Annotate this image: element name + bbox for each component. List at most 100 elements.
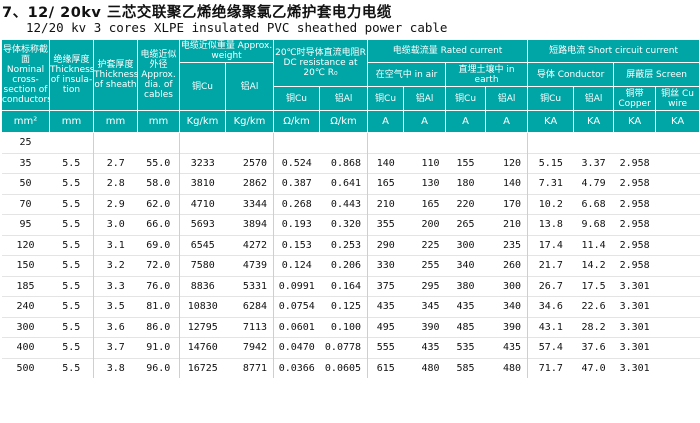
table-cell: 5.5 bbox=[49, 152, 94, 174]
unit-cell: Ω/km bbox=[273, 110, 321, 133]
table-cell: 69.0 bbox=[137, 234, 180, 256]
table-cell: 21.7 bbox=[527, 255, 574, 276]
table-cell: 390 bbox=[485, 316, 528, 338]
table-cell: 2.7 bbox=[93, 152, 138, 174]
table-row: 50 5.5 2.8 58.0 3810 2862 0.387 0.641 165 130 180 1… bbox=[1, 173, 700, 194]
unit-cell: Ω/km bbox=[319, 110, 369, 133]
table-cell: 0.193 bbox=[273, 214, 320, 235]
table-cell: 86.0 bbox=[137, 316, 180, 338]
table-cell: 2.958 bbox=[613, 173, 656, 194]
table-cell: 0.868 bbox=[319, 152, 368, 174]
table-header: 导体标称截面 Nominal cross-section of conducto… bbox=[1, 39, 700, 133]
table-cell: 435 bbox=[367, 296, 404, 317]
table-cell: 95 bbox=[1, 214, 50, 235]
table-cell: 26.7 bbox=[527, 275, 574, 297]
table-cell: 0.387 bbox=[273, 173, 320, 194]
table-cell: 355 bbox=[367, 214, 404, 235]
col-nominal-section: 导体标称截面 Nominal cross-section of conducto… bbox=[1, 39, 50, 111]
table-cell bbox=[138, 133, 180, 154]
table-cell: 435 bbox=[445, 296, 486, 317]
table-cell bbox=[404, 133, 446, 154]
table-cell: 2.958 bbox=[613, 234, 656, 256]
unit-cell: KA bbox=[573, 110, 615, 133]
table-cell: 500 bbox=[1, 357, 50, 378]
table-cell: 43.1 bbox=[527, 316, 574, 338]
table-cell: 25 bbox=[19, 137, 32, 149]
table-cell: 4272 bbox=[225, 234, 274, 256]
table-cell bbox=[655, 173, 700, 194]
table-cell: 340 bbox=[445, 255, 486, 276]
cable-spec-table: 导体标称截面 Nominal cross-section of conducto… bbox=[1, 39, 700, 378]
group-approx-weight: 电缆近似重量 Approx. weight bbox=[178, 39, 275, 63]
table-cell: 7.31 bbox=[527, 173, 574, 194]
table-cell: 3.7 bbox=[93, 337, 138, 358]
table-cell: 435 bbox=[403, 337, 446, 358]
table-cell: 2.958 bbox=[613, 193, 656, 215]
unit-cell: mm bbox=[49, 110, 94, 133]
table-cell: 5.5 bbox=[49, 357, 94, 378]
unit-cell: A bbox=[485, 110, 529, 133]
table-cell: 485 bbox=[445, 316, 486, 338]
table-row: 25 bbox=[2, 132, 700, 154]
table-cell: 17.5 bbox=[573, 275, 614, 297]
table-cell bbox=[655, 296, 700, 317]
table-cell: 58.0 bbox=[137, 173, 180, 194]
table-cell: 3.301 bbox=[613, 316, 656, 338]
col-earth-al: 铝Al bbox=[485, 86, 529, 111]
table-cell: 3894 bbox=[225, 214, 274, 235]
unit-cell: A bbox=[367, 110, 405, 133]
table-cell: 0.443 bbox=[319, 193, 368, 215]
table-cell: 10.2 bbox=[527, 193, 574, 215]
col-cable-diameter: 电缆近似外径 Approx. dia. of cables bbox=[137, 39, 180, 111]
table-cell: 435 bbox=[485, 337, 528, 358]
table-row: 95 5.5 3.0 66.0 5693 3894 0.193 0.320 355 200 265 2… bbox=[1, 214, 700, 235]
table-cell: 0.164 bbox=[319, 275, 368, 297]
table-cell: 140 bbox=[485, 173, 528, 194]
table-cell bbox=[655, 234, 700, 256]
table-cell: 3.5 bbox=[93, 296, 138, 317]
table-cell: 35 bbox=[1, 152, 50, 174]
table-cell: 480 bbox=[485, 357, 528, 378]
table-cell: 2570 bbox=[225, 152, 274, 174]
table-cell: 165 bbox=[403, 193, 446, 215]
table-cell: 4710 bbox=[179, 193, 226, 215]
table-cell: 290 bbox=[367, 234, 404, 256]
table-cell: 3.0 bbox=[93, 214, 138, 235]
document-subtitle: 12/20 kv 3 cores XLPE insulated PVC shea… bbox=[26, 20, 448, 35]
table-cell bbox=[574, 133, 614, 154]
table-cell: 91.0 bbox=[137, 337, 180, 358]
unit-cell: A bbox=[445, 110, 487, 133]
table-cell: 185 bbox=[1, 275, 50, 297]
table-cell: 120 bbox=[1, 234, 50, 256]
table-row: 120 5.5 3.1 69.0 6545 4272 0.153 0.253 290 225 300… bbox=[1, 234, 700, 256]
table-cell: 2.8 bbox=[93, 173, 138, 194]
table-cell: 22.6 bbox=[573, 296, 614, 317]
table-cell: 0.253 bbox=[319, 234, 368, 256]
table-cell: 3.6 bbox=[93, 316, 138, 338]
table-cell: 330 bbox=[367, 255, 404, 276]
unit-cell: KA bbox=[527, 110, 575, 133]
table-cell bbox=[614, 133, 656, 154]
table-cell: 0.0605 bbox=[319, 357, 368, 378]
table-cell: 11.4 bbox=[573, 234, 614, 256]
table-cell bbox=[655, 357, 700, 378]
table-cell: 400 bbox=[1, 337, 50, 358]
table-cell: 5.5 bbox=[49, 316, 94, 338]
table-cell: 0.0778 bbox=[319, 337, 368, 358]
unit-cell: mm² bbox=[1, 110, 50, 133]
unit-cell: KA bbox=[655, 110, 700, 133]
table-cell: 5.5 bbox=[49, 296, 94, 317]
table-cell bbox=[179, 132, 226, 153]
table-cell: 3.3 bbox=[93, 275, 138, 297]
table-row: 35 5.5 2.7 55.0 3233 2570 0.524 0.868 140 110 155 1… bbox=[1, 152, 700, 174]
table-cell: 57.4 bbox=[527, 337, 574, 358]
table-row: 70 5.5 2.9 62.0 4710 3344 0.268 0.443 210 165 220 1… bbox=[1, 193, 700, 215]
table-cell: 0.0754 bbox=[273, 296, 320, 317]
table-cell bbox=[320, 133, 368, 154]
table-cell: 2.958 bbox=[613, 152, 656, 174]
table-cell: 340 bbox=[485, 296, 528, 317]
table-cell: 28.2 bbox=[573, 316, 614, 338]
unit-cell: A bbox=[403, 110, 447, 133]
table-cell: 155 bbox=[445, 152, 486, 174]
